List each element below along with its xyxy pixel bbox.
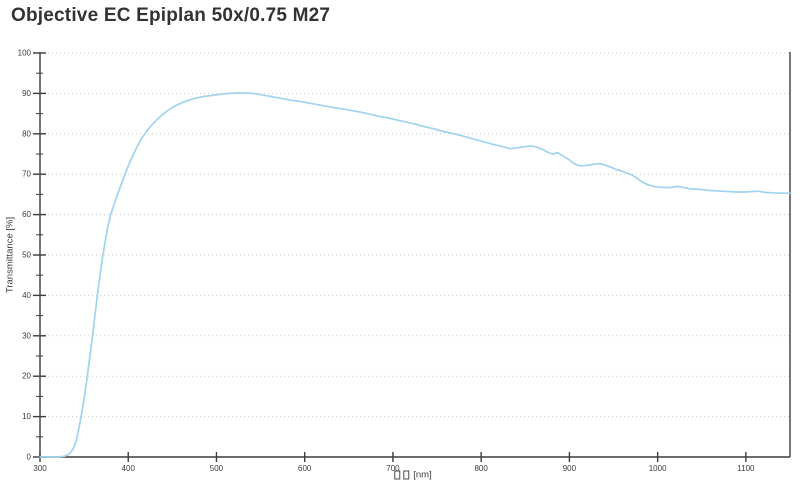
missing-glyph-icon xyxy=(394,470,401,480)
y-axis-label: Transmittance [%] xyxy=(4,216,16,294)
svg-text:700: 700 xyxy=(386,464,400,473)
svg-text:80: 80 xyxy=(22,129,31,138)
svg-text:30: 30 xyxy=(22,331,31,340)
svg-text:40: 40 xyxy=(22,291,31,300)
chart-title: Objective EC Epiplan 50x/0.75 M27 xyxy=(11,5,331,26)
svg-text:1000: 1000 xyxy=(649,464,667,473)
svg-text:600: 600 xyxy=(298,464,312,473)
x-axis-unit: [nm] xyxy=(413,469,432,481)
svg-text:300: 300 xyxy=(33,464,47,473)
svg-text:800: 800 xyxy=(474,464,488,473)
svg-text:70: 70 xyxy=(22,170,31,179)
svg-text:90: 90 xyxy=(22,89,31,98)
svg-text:60: 60 xyxy=(22,210,31,219)
svg-text:10: 10 xyxy=(22,412,31,421)
svg-text:1100: 1100 xyxy=(737,464,755,473)
svg-text:400: 400 xyxy=(122,464,136,473)
svg-text:0: 0 xyxy=(27,453,32,462)
x-axis-label: [nm] xyxy=(394,469,432,481)
svg-text:500: 500 xyxy=(210,464,224,473)
svg-text:50: 50 xyxy=(22,251,31,260)
svg-text:20: 20 xyxy=(22,372,31,381)
svg-text:100: 100 xyxy=(18,49,32,58)
svg-text:900: 900 xyxy=(563,464,577,473)
missing-glyph-icon xyxy=(403,470,410,480)
